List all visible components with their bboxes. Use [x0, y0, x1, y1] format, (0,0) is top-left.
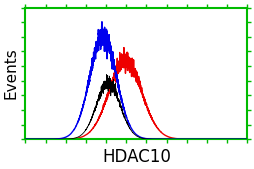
X-axis label: HDAC10: HDAC10 [102, 148, 170, 165]
Y-axis label: Events: Events [4, 47, 18, 99]
